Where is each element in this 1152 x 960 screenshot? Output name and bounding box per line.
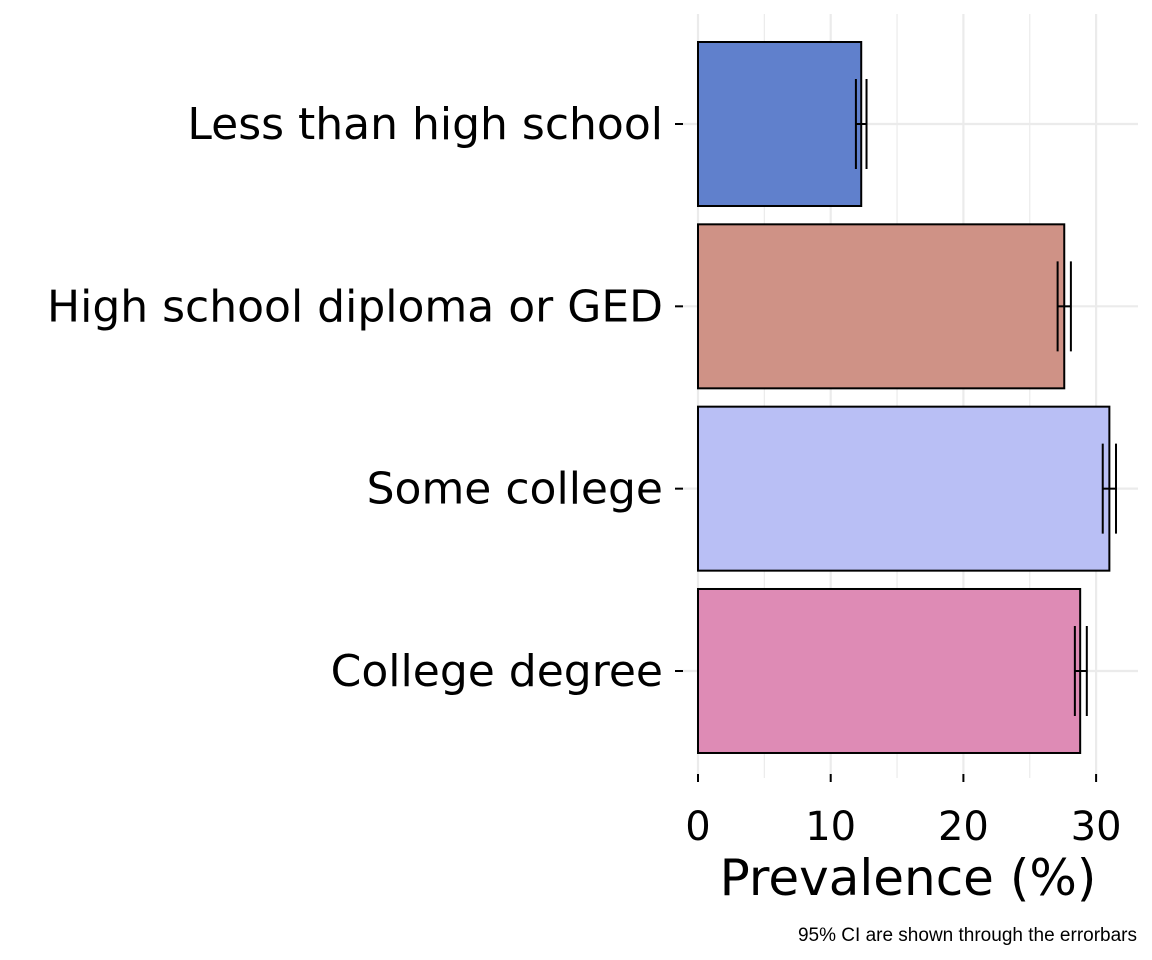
bar: [697, 405, 1111, 572]
x-tick-label: 10: [805, 804, 856, 850]
error-bars: [854, 79, 1118, 716]
x-tick-label: 0: [685, 804, 710, 850]
x-axis-ticks: 0 10 20 30: [685, 774, 1122, 850]
y-axis-labels: Less than high school High school diploma…: [47, 99, 683, 697]
bars: [697, 41, 1111, 754]
bar: [697, 587, 1082, 754]
x-axis-title: Prevalence (%): [720, 849, 1097, 907]
category-label: Some college: [367, 464, 663, 515]
x-tick-label: 20: [938, 804, 989, 850]
chart-caption: 95% CI are shown through the errorbars: [798, 925, 1137, 946]
bar: [697, 223, 1066, 390]
x-tick-label: 30: [1071, 804, 1122, 850]
category-label: College degree: [331, 646, 663, 697]
category-label: High school diploma or GED: [47, 281, 663, 332]
category-label: Less than high school: [187, 99, 663, 150]
bar: [697, 41, 863, 207]
